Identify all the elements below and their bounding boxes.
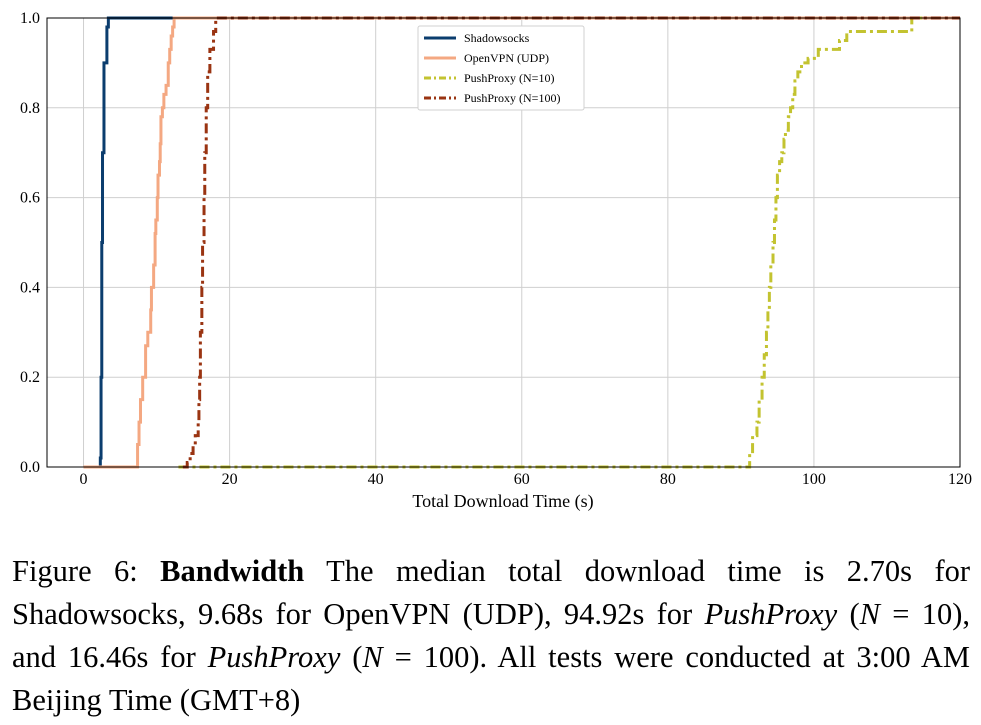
y-tick-label-2: 0.4 xyxy=(20,279,40,296)
legend: Shadowsocks OpenVPN (UDP) PushProxy (N=10)… xyxy=(417,25,585,111)
cdf-chart: 0 20 40 60 80 100 120 0.0 0.2 0.4 0.6 0.8 1.0 Total … xyxy=(20,10,972,512)
y-tick-label-0: 0.0 xyxy=(20,459,40,476)
series-lines xyxy=(83,16,960,469)
x-tick-label-6: 120 xyxy=(948,471,972,488)
legend-label-3: PushProxy (N=100) xyxy=(464,91,560,105)
series-line-1 xyxy=(83,16,960,469)
caption-text-c: ( xyxy=(340,640,363,674)
caption-text-a: The median total download time is 2.70s … xyxy=(12,554,971,631)
legend-label-1: OpenVPN (UDP) xyxy=(464,51,549,65)
x-tick-label-4: 80 xyxy=(660,471,676,488)
figure-caption: Figure 6: Bandwidth The median total dow… xyxy=(12,550,970,722)
axis-ticks: 0 20 40 60 80 100 120 0.0 0.2 0.4 0.6 0.8 1.0 xyxy=(20,10,972,488)
x-tick-label-3: 60 xyxy=(514,471,530,488)
caption-text-b: ( xyxy=(837,597,860,631)
plot-frame xyxy=(46,17,961,468)
caption-n-var-1: N xyxy=(859,597,880,631)
y-tick-label-1: 0.2 xyxy=(20,369,40,386)
caption-prefix: Figure 6: xyxy=(12,554,161,588)
caption-n-rest-1: = 10), and 16.46s for xyxy=(12,597,970,674)
caption-n-var-2: N xyxy=(362,640,383,674)
x-tick-label-0: 0 xyxy=(80,471,88,488)
legend-box xyxy=(417,25,585,111)
x-tick-label-5: 100 xyxy=(802,471,826,488)
caption-n-rest-2: = 100). All tests were conducted at 3:00… xyxy=(12,640,970,717)
y-tick-label-5: 1.0 xyxy=(20,10,40,27)
caption-pushproxy-1: PushProxy xyxy=(704,597,838,631)
y-tick-label-3: 0.6 xyxy=(20,190,40,207)
legend-label-2: PushProxy (N=10) xyxy=(464,71,554,85)
caption-pushproxy-2: PushProxy xyxy=(207,640,341,674)
x-tick-label-2: 40 xyxy=(368,471,384,488)
y-tick-label-4: 0.8 xyxy=(20,100,40,117)
series-line-0 xyxy=(83,16,960,469)
x-tick-label-1: 20 xyxy=(222,471,238,488)
series-line-3 xyxy=(182,16,960,469)
legend-label-0: Shadowsocks xyxy=(464,31,530,45)
series-line-2 xyxy=(178,16,923,469)
x-axis-label: Total Download Time (s) xyxy=(412,491,593,512)
caption-bold-title: Bandwidth xyxy=(160,554,305,588)
